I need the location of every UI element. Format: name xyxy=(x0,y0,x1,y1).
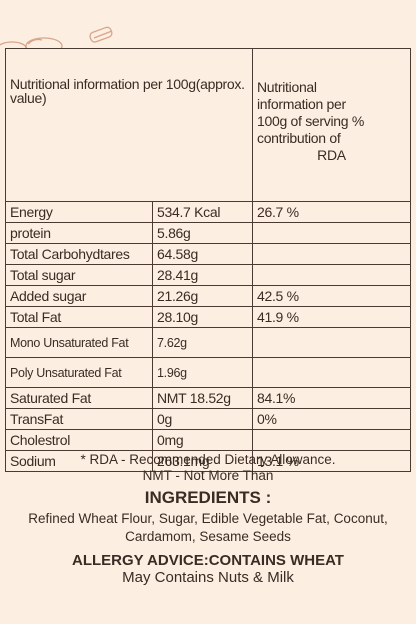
nutrient-value: 64.58g xyxy=(152,243,253,265)
header-row: Nutritional information per 100g(approx.… xyxy=(5,48,411,202)
allergy-advice: ALLERGY ADVICE:CONTAINS WHEAT xyxy=(72,552,344,569)
nutrient-rda: 42.5 % xyxy=(252,285,411,307)
nutrient-value: 28.10g xyxy=(152,306,253,328)
nutrient-name: Added sugar xyxy=(5,285,153,307)
nutrient-value: 7.62g xyxy=(152,327,253,358)
nutrition-table: Nutritional information per 100g(approx.… xyxy=(5,48,411,472)
nutrient-row: Energy 534.7 Kcal 26.7 % xyxy=(5,201,411,223)
nutrient-name: protein xyxy=(5,222,153,244)
nutrient-name: TransFat xyxy=(5,408,153,430)
nutrient-rda: 41.9 % xyxy=(252,306,411,328)
ingredients: Refined Wheat Flour, Sugar, Edible Veget… xyxy=(28,511,388,544)
nutrient-row: Saturated Fat NMT 18.52g 84.1% xyxy=(5,387,411,409)
nutrient-rda: 84.1% xyxy=(252,387,411,409)
nutrient-rda xyxy=(252,264,411,286)
nutrient-rda xyxy=(252,327,411,358)
header-right: Nutritional information per 100g of servin… xyxy=(252,48,411,202)
nutrient-row: Sodium 263.1mg 13.1 % xyxy=(5,450,411,472)
nutrient-value: 28.41g xyxy=(152,264,253,286)
decoration xyxy=(0,26,113,48)
header-line: information per xyxy=(257,96,346,112)
nutrient-name: Saturated Fat xyxy=(5,387,153,409)
nutrient-value: 0mg xyxy=(152,429,253,451)
nutrient-name: Cholestrol xyxy=(5,429,153,451)
nutrient-rda xyxy=(252,222,411,244)
nutrient-row: TransFat 0g 0% xyxy=(5,408,411,430)
note: * RDA - Recommended Dietary Allowance. xyxy=(80,452,336,467)
nutrient-rda: 26.7 % xyxy=(252,201,411,223)
nutrient-name: Total Fat xyxy=(5,306,153,328)
nutrient-row: Total sugar 28.41g xyxy=(5,264,411,286)
nutrient-value: 534.7 Kcal xyxy=(152,201,253,223)
nutrient-row: Added sugar 21.26g 42.5 % xyxy=(5,285,411,307)
header-left: Nutritional information per 100g(approx.… xyxy=(5,48,253,202)
nutrient-name: Energy xyxy=(5,201,153,223)
nutrient-rda xyxy=(252,243,411,265)
header-line: Nutritional xyxy=(257,79,317,95)
header-line: 100g of serving % xyxy=(257,113,364,129)
nutrient-row: protein 5.86g xyxy=(5,222,411,244)
header-line: RDA xyxy=(317,147,346,163)
nutrient-rda xyxy=(252,357,411,388)
nutrient-row: Total Fat 28.10g 41.9 % xyxy=(5,306,411,328)
nutrient-rda xyxy=(252,429,411,451)
nutrient-name: Total Carbohydtares xyxy=(5,243,153,265)
nutrient-value: 5.86g xyxy=(152,222,253,244)
nutrient-row: Poly Unsaturated Fat 1.96g xyxy=(5,357,411,388)
nutrient-name: Total sugar xyxy=(5,264,153,286)
nutrient-value: 1.96g xyxy=(152,357,253,388)
may-contain: May Contains Nuts & Milk xyxy=(122,569,294,586)
nutrient-value: 0g xyxy=(152,408,253,430)
note: NMT - Not More Than xyxy=(142,468,274,483)
header-line: contribution of xyxy=(257,130,341,146)
nutrient-name: Mono Unsaturated Fat xyxy=(5,327,153,358)
nutrient-rda: 13.1 % xyxy=(252,450,411,472)
footer: * RDA - Recommended Dietary Allowance. N… xyxy=(0,452,416,586)
ingredients-title: INGREDIENTS : xyxy=(144,488,272,507)
nutrient-row: Cholestrol 0mg xyxy=(5,429,411,451)
nutrient-value: 263.1mg xyxy=(152,450,253,472)
nutrient-name: Sodium xyxy=(5,450,153,472)
nutrient-row: Mono Unsaturated Fat 7.62g xyxy=(5,327,411,358)
nutrient-name: Poly Unsaturated Fat xyxy=(5,357,153,388)
nutrient-value: NMT 18.52g xyxy=(152,387,253,409)
nutrient-row: Total Carbohydtares 64.58g xyxy=(5,243,411,265)
nutrient-rda: 0% xyxy=(252,408,411,430)
nutrient-value: 21.26g xyxy=(152,285,253,307)
